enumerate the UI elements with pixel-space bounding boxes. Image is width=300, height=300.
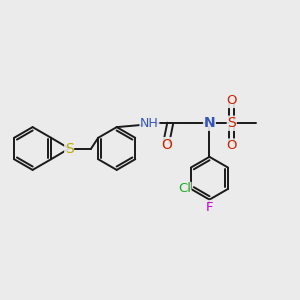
Text: NH: NH — [140, 117, 159, 130]
Text: S: S — [227, 116, 236, 130]
Text: Cl: Cl — [178, 182, 191, 195]
Text: N: N — [204, 116, 215, 130]
Text: F: F — [206, 201, 213, 214]
Text: O: O — [226, 94, 237, 107]
Text: O: O — [226, 139, 237, 152]
Text: S: S — [65, 142, 74, 155]
Text: O: O — [161, 138, 172, 152]
